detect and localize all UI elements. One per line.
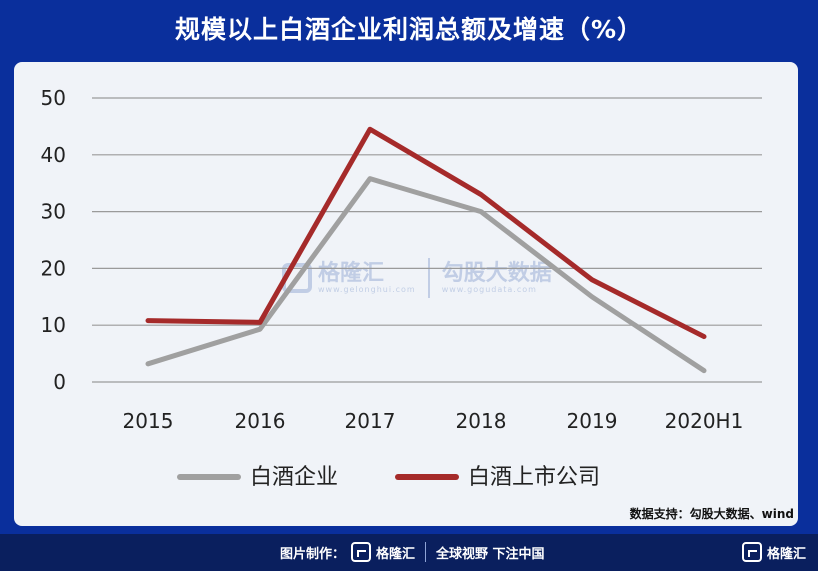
y-tick-label: 0 (53, 370, 66, 394)
legend-label: 白酒企业 (250, 465, 338, 490)
line-chart: 0 10 20 30 40 50 2015 2016 2017 2018 2019 2020H1 白酒企… (41, 86, 762, 490)
y-tick-label: 50 (41, 86, 66, 110)
series-line-2 (145, 126, 707, 340)
series-line-1 (145, 176, 707, 374)
chart-title: 规模以上白酒企业利润总额及增速（%） (174, 15, 644, 44)
source-note: 数据支持：勾股大数据、wind (629, 507, 794, 521)
x-tick-label: 2017 (345, 409, 396, 433)
y-tick-label: 20 (41, 256, 66, 280)
footer-logo: 格隆汇 (736, 542, 806, 562)
x-tick-label: 2015 (123, 409, 174, 433)
chart-panel (14, 62, 798, 526)
footer-bar: 图片制作： 格隆汇 全球视野 下注中国 格隆汇 (0, 534, 818, 571)
footer-slogan: 全球视野 下注中国 (436, 546, 545, 562)
y-tick-label: 40 (41, 143, 66, 167)
y-tick-label: 10 (41, 313, 66, 337)
footer-credits: 图片制作： 格隆汇 全球视野 下注中国 (280, 542, 545, 562)
x-tick-label: 2018 (456, 409, 507, 433)
y-tick-label: 30 (41, 200, 66, 224)
footer-divider (425, 542, 427, 562)
footer-made-by: 图片制作： (280, 546, 346, 562)
x-tick-label: 2019 (567, 409, 618, 433)
gelonghui-logo-icon (351, 542, 372, 562)
gelonghui-logo-icon (741, 542, 762, 562)
legend-label: 白酒上市公司 (468, 465, 600, 490)
x-tick-label: 2016 (235, 409, 286, 433)
x-tick-label: 2020H1 (665, 409, 744, 433)
footer-logo-text: 格隆汇 (766, 546, 806, 562)
footer-brand: 格隆汇 (376, 546, 416, 562)
